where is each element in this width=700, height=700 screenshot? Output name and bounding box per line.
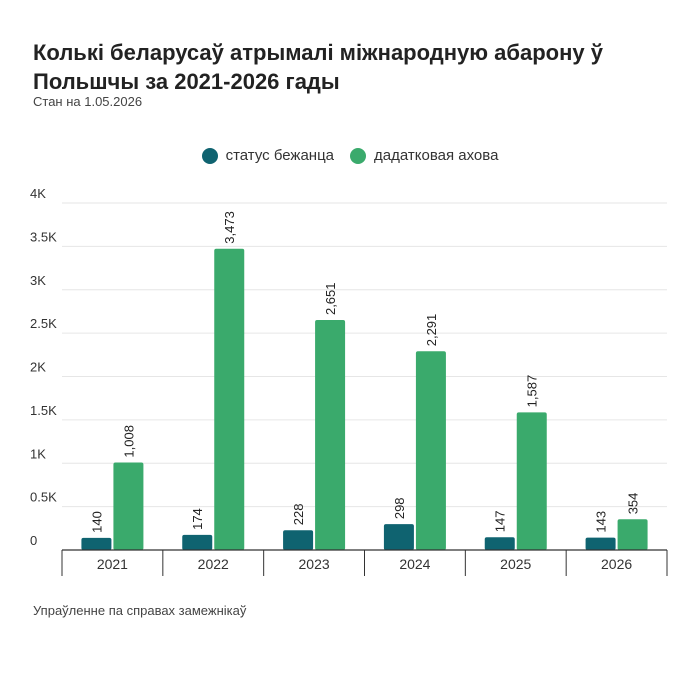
- bar-refugee-status-2022: [182, 534, 213, 550]
- bar-value-label: 228: [291, 504, 306, 526]
- bar-value-label: 143: [594, 511, 609, 533]
- y-tick-label: 0: [30, 533, 37, 548]
- chart-title: Колькі беларусаў атрымалі міжнародную аб…: [33, 40, 603, 94]
- bar-value-label: 147: [493, 511, 508, 533]
- legend-swatch-refugee-status: [201, 147, 218, 164]
- y-tick-label: 1K: [30, 446, 46, 461]
- y-tick-label: 4K: [30, 186, 46, 201]
- x-tick-label: 2024: [399, 556, 430, 572]
- x-tick-label: 2023: [299, 556, 330, 572]
- bar-value-label: 2,291: [424, 314, 439, 347]
- legend-item-subsidiary-protection: дадатковая ахова: [350, 147, 498, 164]
- bar-refugee-status-2026: [585, 537, 616, 550]
- y-tick-label: 0.5K: [30, 490, 57, 505]
- y-tick-label: 2.5K: [30, 316, 57, 331]
- bar-value-label: 2,651: [323, 282, 338, 315]
- y-tick-label: 1.5K: [30, 403, 57, 418]
- bar-refugee-status-2023: [283, 530, 314, 550]
- x-tick-label: 2025: [500, 556, 531, 572]
- bar-refugee-status-2025: [484, 537, 515, 550]
- legend-label-refugee-status: статус бежанца: [225, 147, 335, 164]
- bar-subsidiary-protection-2023: [315, 320, 346, 550]
- y-tick-label: 2K: [30, 360, 46, 375]
- bar-value-label: 140: [89, 511, 104, 533]
- y-tick-label: 3.5K: [30, 229, 57, 244]
- bar-value-label: 3,473: [222, 211, 237, 244]
- bar-subsidiary-protection-2021: [113, 462, 144, 550]
- chart-subtitle: Стан на 1.05.2026: [33, 94, 143, 109]
- y-tick-label: 3K: [30, 273, 46, 288]
- x-tick-label: 2021: [97, 556, 128, 572]
- legend-swatch-subsidiary-protection: [350, 147, 367, 164]
- x-tick-label: 2022: [198, 556, 229, 572]
- bar-value-label: 174: [190, 508, 205, 530]
- bar-refugee-status-2021: [81, 537, 112, 550]
- bar-value-label: 1,008: [121, 425, 136, 458]
- chart-source: Упраўленне па справах замежнікаў: [33, 603, 247, 618]
- legend: статус бежанца дадатковая ахова: [0, 147, 700, 164]
- bar-subsidiary-protection-2022: [214, 248, 245, 550]
- bar-value-label: 298: [392, 497, 407, 519]
- legend-item-refugee-status: статус бежанца: [201, 147, 335, 164]
- bar-subsidiary-protection-2025: [516, 412, 547, 550]
- bar-subsidiary-protection-2024: [415, 351, 446, 550]
- bar-refugee-status-2024: [383, 524, 414, 550]
- legend-label-subsidiary-protection: дадатковая ахова: [374, 147, 499, 164]
- bar-subsidiary-protection-2026: [617, 519, 648, 550]
- bar-value-label: 354: [626, 493, 641, 515]
- x-tick-label: 2026: [601, 556, 632, 572]
- bar-value-label: 1,587: [525, 375, 540, 408]
